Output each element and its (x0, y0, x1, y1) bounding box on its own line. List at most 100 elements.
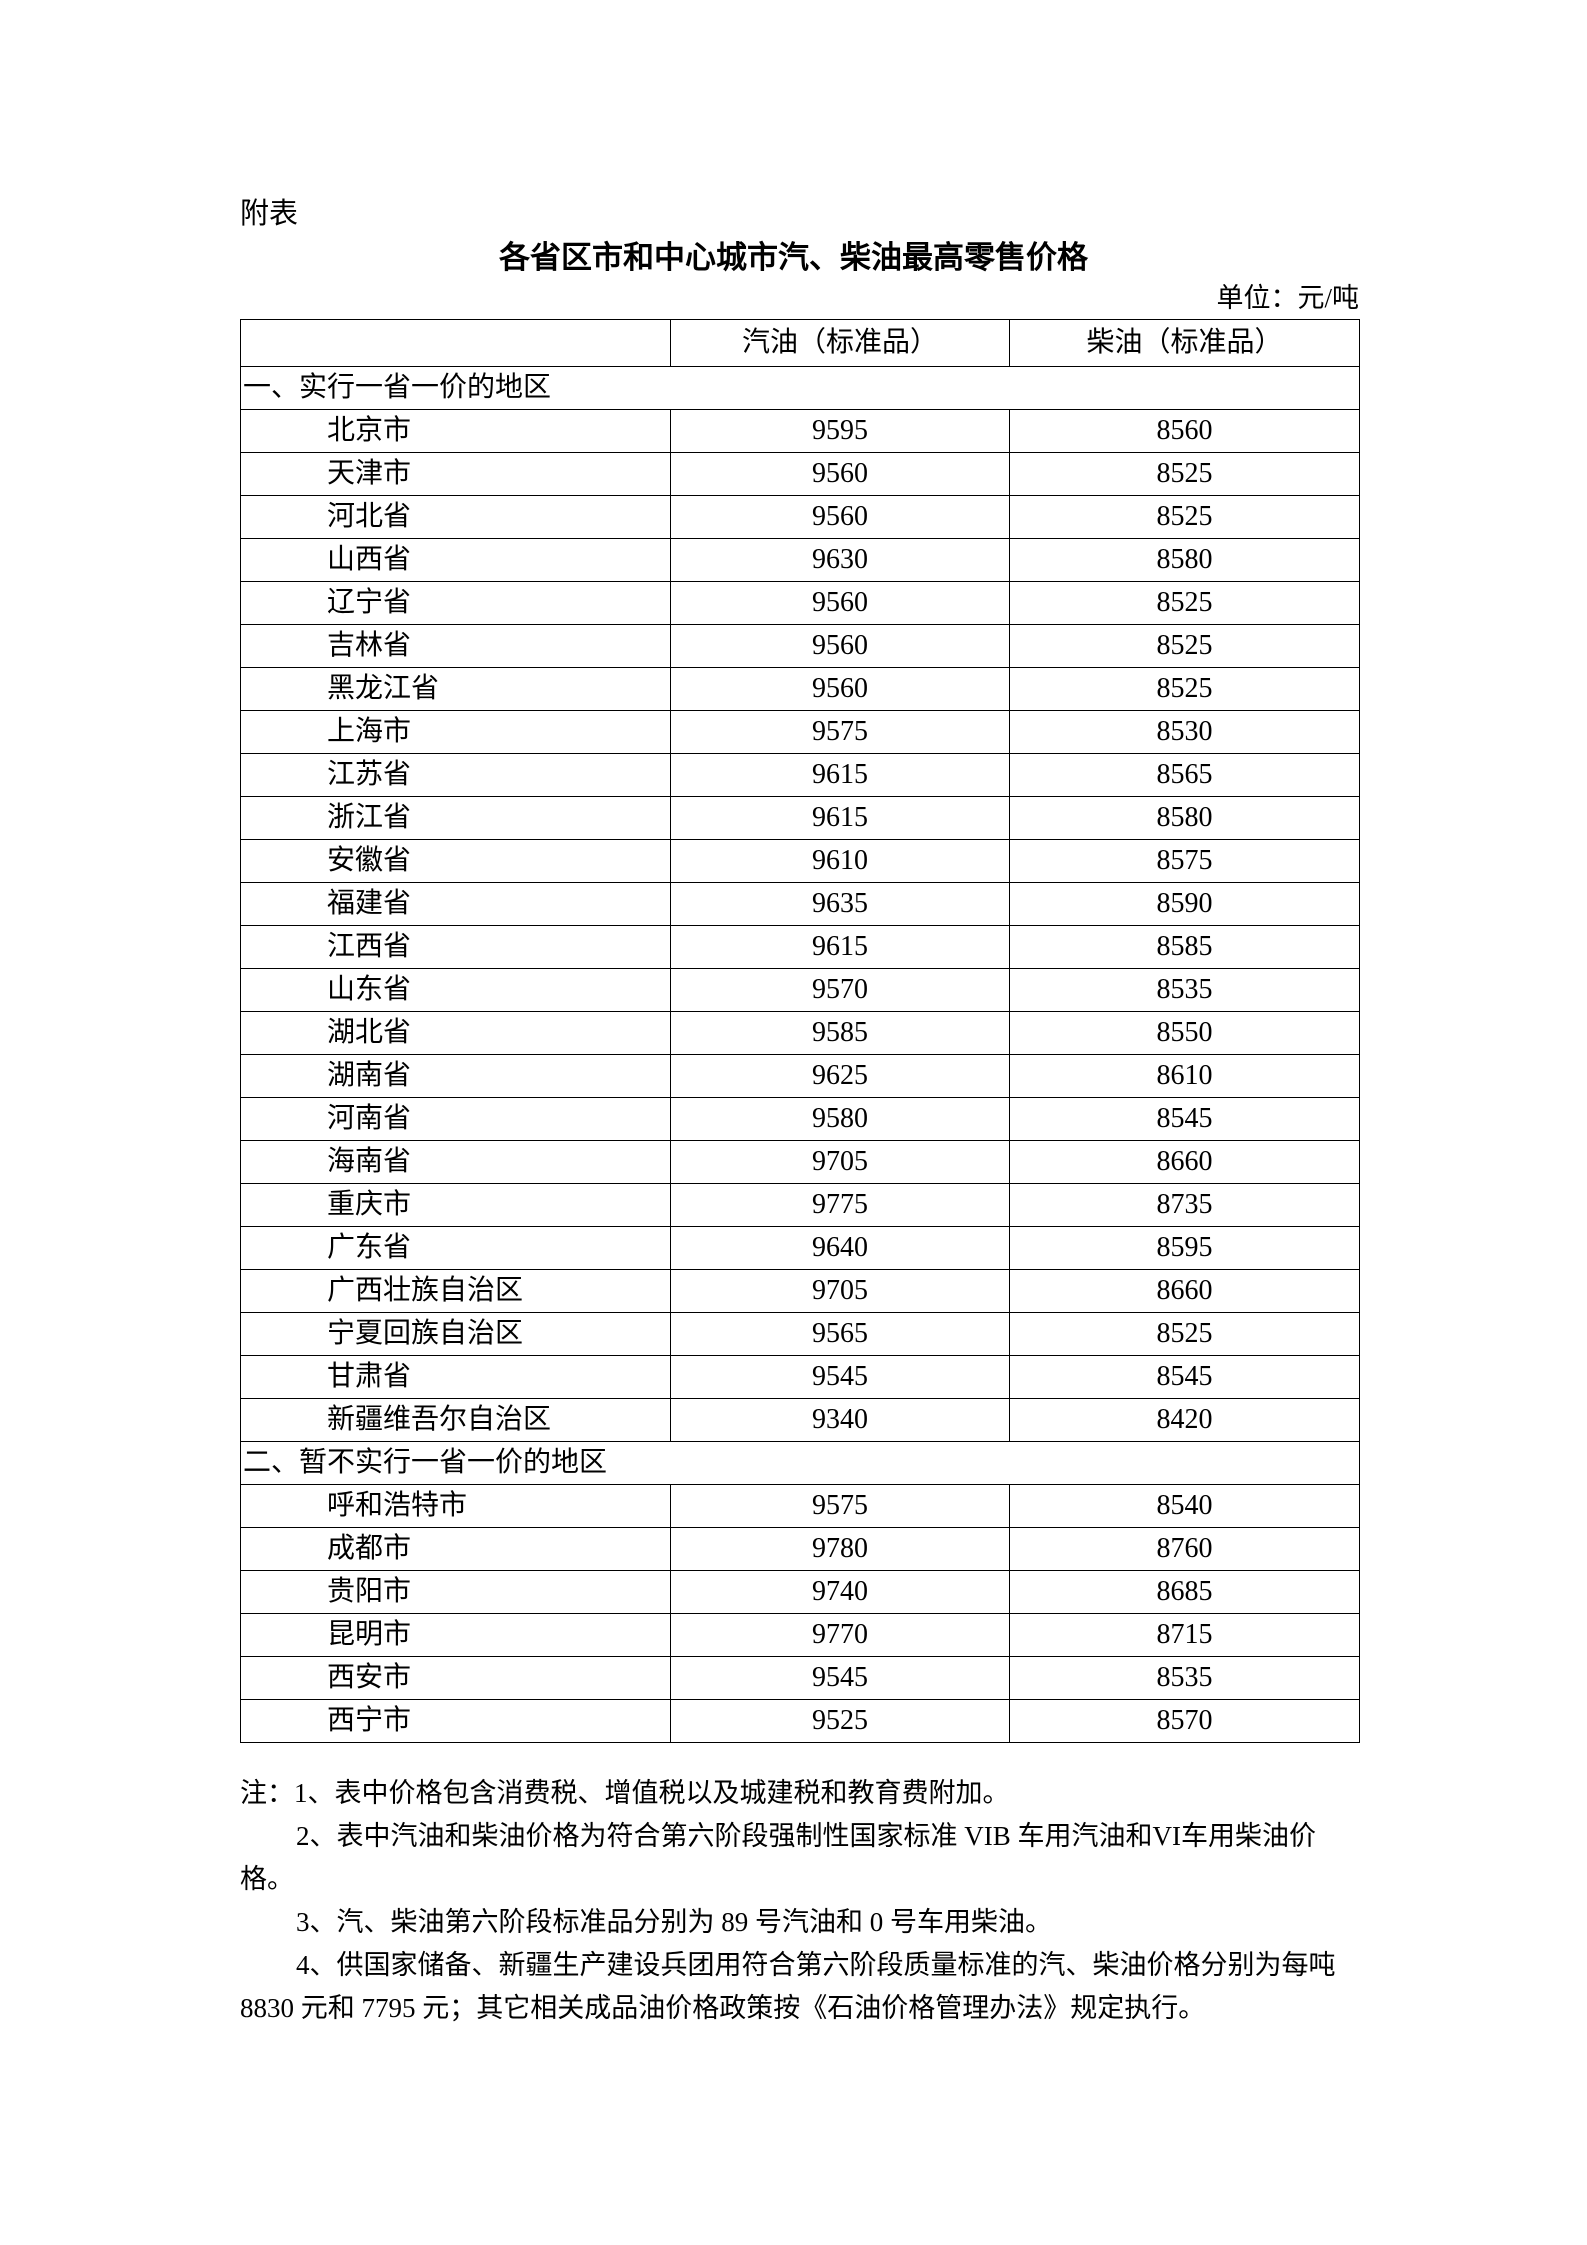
table-row: 辽宁省 9560 8525 (240, 581, 1360, 625)
diesel-price-cell: 8545 (1009, 1355, 1360, 1399)
table-row: 新疆维吾尔自治区 9340 8420 (240, 1398, 1360, 1442)
gasoline-price-cell: 9580 (670, 1097, 1010, 1141)
diesel-price-cell: 8530 (1009, 710, 1360, 754)
table-row: 北京市 9595 8560 (240, 409, 1360, 453)
note-1: 注：1、表中价格包含消费税、增值税以及城建税和教育费附加。 (240, 1778, 1010, 1808)
region-cell: 浙江省 (240, 796, 671, 840)
region-cell: 广东省 (240, 1226, 671, 1270)
gasoline-price-cell: 9705 (670, 1269, 1010, 1313)
region-cell: 新疆维吾尔自治区 (240, 1398, 671, 1442)
diesel-price-cell: 8525 (1009, 667, 1360, 711)
gasoline-price-cell: 9570 (670, 968, 1010, 1012)
region-cell: 呼和浩特市 (240, 1484, 671, 1528)
region-cell: 北京市 (240, 409, 671, 453)
gasoline-price-cell: 9585 (670, 1011, 1010, 1055)
diesel-price-cell: 8715 (1009, 1613, 1360, 1657)
gasoline-price-cell: 9545 (670, 1656, 1010, 1700)
diesel-price-cell: 8550 (1009, 1011, 1360, 1055)
gasoline-price-cell: 9560 (670, 667, 1010, 711)
diesel-price-cell: 8525 (1009, 1312, 1360, 1356)
table-row: 江苏省 9615 8565 (240, 753, 1360, 797)
section-label: 二、暂不实行一省一价的地区 (240, 1441, 1360, 1485)
diesel-price-cell: 8525 (1009, 581, 1360, 625)
gasoline-price-cell: 9615 (670, 925, 1010, 969)
table-row: 安徽省 9610 8575 (240, 839, 1360, 883)
gasoline-price-cell: 9740 (670, 1570, 1010, 1614)
diesel-price-cell: 8595 (1009, 1226, 1360, 1270)
table-row: 吉林省 9560 8525 (240, 624, 1360, 668)
diesel-price-cell: 8545 (1009, 1097, 1360, 1141)
region-cell: 河南省 (240, 1097, 671, 1141)
region-cell: 江西省 (240, 925, 671, 969)
diesel-price-cell: 8420 (1009, 1398, 1360, 1442)
table-row: 成都市 9780 8760 (240, 1527, 1360, 1571)
diesel-price-cell: 8760 (1009, 1527, 1360, 1571)
gasoline-price-cell: 9625 (670, 1054, 1010, 1098)
gasoline-price-cell: 9630 (670, 538, 1010, 582)
table-row: 宁夏回族自治区 9565 8525 (240, 1312, 1360, 1356)
table-row: 重庆市 9775 8735 (240, 1183, 1360, 1227)
region-cell: 宁夏回族自治区 (240, 1312, 671, 1356)
gasoline-price-cell: 9775 (670, 1183, 1010, 1227)
gasoline-price-cell: 9565 (670, 1312, 1010, 1356)
region-cell: 河北省 (240, 495, 671, 539)
diesel-price-cell: 8535 (1009, 1656, 1360, 1700)
header-diesel: 柴油（标准品） (1009, 319, 1360, 367)
region-cell: 辽宁省 (240, 581, 671, 625)
gasoline-price-cell: 9640 (670, 1226, 1010, 1270)
table-row: 西宁市 9525 8570 (240, 1699, 1360, 1743)
table-row: 湖北省 9585 8550 (240, 1011, 1360, 1055)
diesel-price-cell: 8580 (1009, 538, 1360, 582)
diesel-price-cell: 8575 (1009, 839, 1360, 883)
section-row: 二、暂不实行一省一价的地区 (240, 1441, 1360, 1485)
gasoline-price-cell: 9340 (670, 1398, 1010, 1442)
note-3: 3、汽、柴油第六阶段标准品分别为 89 号汽油和 0 号车用柴油。 (296, 1907, 1052, 1937)
region-cell: 江苏省 (240, 753, 671, 797)
gasoline-price-cell: 9560 (670, 495, 1010, 539)
gasoline-price-cell: 9780 (670, 1527, 1010, 1571)
gasoline-price-cell: 9545 (670, 1355, 1010, 1399)
region-cell: 湖北省 (240, 1011, 671, 1055)
table-row: 广西壮族自治区 9705 8660 (240, 1269, 1360, 1313)
diesel-price-cell: 8525 (1009, 624, 1360, 668)
region-cell: 山西省 (240, 538, 671, 582)
note-2: 2、表中汽油和柴油价格为符合第六阶段强制性国家标准 VIB 车用汽油和VI车用柴… (240, 1821, 1316, 1894)
section-label: 一、实行一省一价的地区 (240, 366, 1360, 410)
gasoline-price-cell: 9575 (670, 710, 1010, 754)
region-cell: 昆明市 (240, 1613, 671, 1657)
table-row: 福建省 9635 8590 (240, 882, 1360, 926)
gasoline-price-cell: 9610 (670, 839, 1010, 883)
table-row: 贵阳市 9740 8685 (240, 1570, 1360, 1614)
region-cell: 山东省 (240, 968, 671, 1012)
table-row: 山东省 9570 8535 (240, 968, 1360, 1012)
unit-label: 单位：元/吨 (1216, 283, 1359, 313)
region-cell: 广西壮族自治区 (240, 1269, 671, 1313)
diesel-price-cell: 8610 (1009, 1054, 1360, 1098)
gasoline-price-cell: 9560 (670, 581, 1010, 625)
gasoline-price-cell: 9525 (670, 1699, 1010, 1743)
diesel-price-cell: 8525 (1009, 495, 1360, 539)
region-cell: 西宁市 (240, 1699, 671, 1743)
diesel-price-cell: 8525 (1009, 452, 1360, 496)
region-cell: 西安市 (240, 1656, 671, 1700)
region-cell: 成都市 (240, 1527, 671, 1571)
gasoline-price-cell: 9705 (670, 1140, 1010, 1184)
region-cell: 甘肃省 (240, 1355, 671, 1399)
gasoline-price-cell: 9560 (670, 624, 1010, 668)
table-row: 上海市 9575 8530 (240, 710, 1360, 754)
table-header-row: 汽油（标准品） 柴油（标准品） (240, 319, 1360, 367)
region-cell: 重庆市 (240, 1183, 671, 1227)
table-row: 江西省 9615 8585 (240, 925, 1360, 969)
gasoline-price-cell: 9635 (670, 882, 1010, 926)
diesel-price-cell: 8540 (1009, 1484, 1360, 1528)
region-cell: 海南省 (240, 1140, 671, 1184)
table-row: 昆明市 9770 8715 (240, 1613, 1360, 1657)
region-cell: 黑龙江省 (240, 667, 671, 711)
region-cell: 安徽省 (240, 839, 671, 883)
diesel-price-cell: 8585 (1009, 925, 1360, 969)
gasoline-price-cell: 9615 (670, 753, 1010, 797)
table-row: 黑龙江省 9560 8525 (240, 667, 1360, 711)
diesel-price-cell: 8660 (1009, 1269, 1360, 1313)
gasoline-price-cell: 9770 (670, 1613, 1010, 1657)
table-row: 湖南省 9625 8610 (240, 1054, 1360, 1098)
